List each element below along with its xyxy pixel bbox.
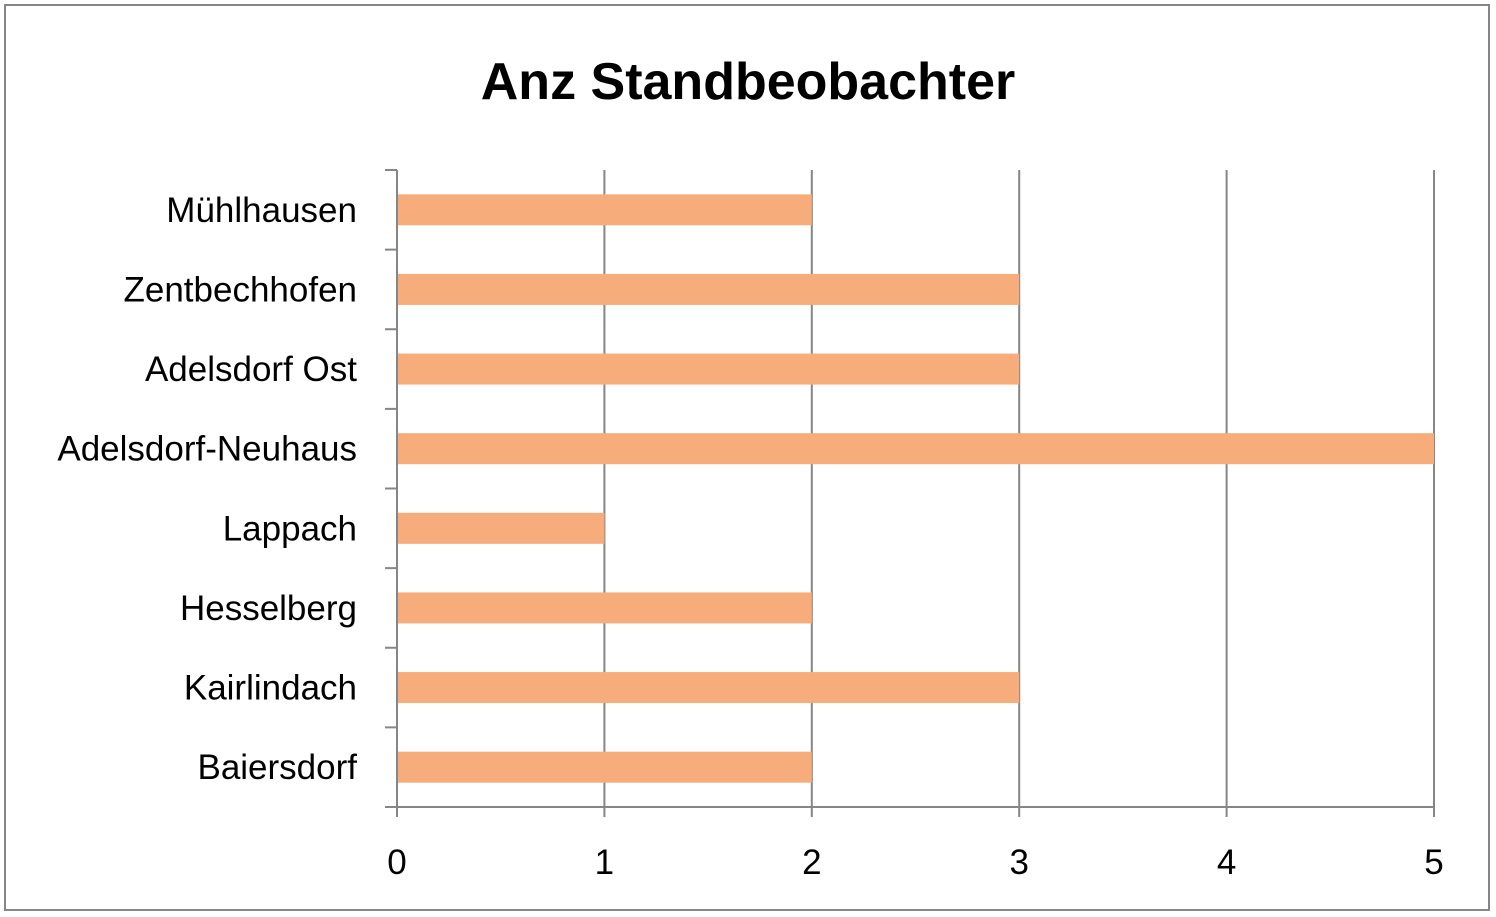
bar	[397, 672, 1020, 704]
x-tick-labels: 0 1 2 3 4 5	[387, 843, 1443, 882]
category-label: Kairlindach	[184, 669, 357, 708]
x-tick-label: 1	[595, 843, 614, 882]
bar	[397, 751, 812, 783]
category-label: Hesselberg	[180, 589, 357, 628]
bar	[397, 512, 605, 544]
category-label: Adelsdorf-Neuhaus	[57, 430, 357, 469]
bar	[397, 592, 812, 624]
x-tick-label: 2	[802, 843, 821, 882]
category-label: Lappach	[223, 509, 357, 548]
category-labels: Mühlhausen Zentbechhofen Adelsdorf Ost Adel…	[57, 191, 357, 787]
bar	[397, 353, 1020, 385]
bars	[397, 194, 1434, 783]
chart-title: Anz Standbeobachter	[481, 53, 1016, 111]
x-tick-label: 3	[1009, 843, 1028, 882]
bar	[397, 273, 1020, 305]
x-tick-label: 5	[1424, 843, 1443, 882]
x-tick-label: 0	[387, 843, 406, 882]
bar	[397, 194, 812, 226]
category-label: Baiersdorf	[197, 748, 357, 787]
bar	[397, 433, 1434, 465]
category-label: Adelsdorf Ost	[145, 350, 357, 389]
axes	[385, 169, 1435, 817]
category-label: Mühlhausen	[166, 191, 357, 230]
gridlines	[603, 170, 1435, 807]
x-tick-label: 4	[1217, 843, 1236, 882]
category-label: Zentbechhofen	[123, 270, 357, 309]
